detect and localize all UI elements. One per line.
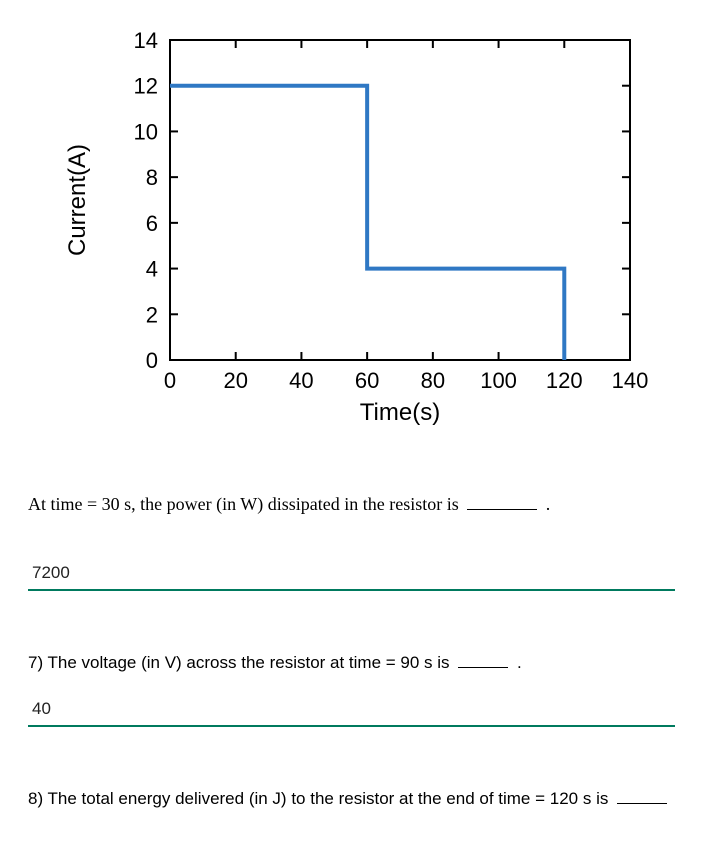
svg-text:Time(s): Time(s) [360, 399, 440, 426]
question-8-text: 8) The total energy delivered (in J) to … [28, 787, 675, 811]
question-7-text: 7) The voltage (in V) across the resisto… [28, 651, 675, 675]
svg-text:100: 100 [480, 368, 517, 393]
q8-text-pre: 8) The total energy delivered (in J) to … [28, 789, 613, 808]
question-7-block: 7) The voltage (in V) across the resisto… [0, 599, 703, 735]
q7-text-post: . [512, 653, 521, 672]
question-7-answer-input[interactable] [28, 693, 675, 727]
svg-text:12: 12 [134, 74, 158, 99]
svg-text:8: 8 [146, 165, 158, 190]
q7-text-pre: 7) The voltage (in V) across the resisto… [28, 653, 454, 672]
svg-text:14: 14 [134, 28, 158, 53]
question-8-block: 8) The total energy delivered (in J) to … [0, 735, 703, 811]
q6-text-pre: At time = 30 s, the power (in W) dissipa… [28, 494, 463, 514]
blank-line [467, 492, 537, 510]
q6-text-post: . [541, 494, 550, 514]
svg-text:140: 140 [612, 368, 649, 393]
chart-container: 0 20 40 60 80 100 120 140 0 2 4 6 8 10 12 14 Time(s) Curr… [0, 0, 703, 450]
svg-text:Current(A): Current(A) [64, 144, 91, 256]
svg-text:60: 60 [355, 368, 379, 393]
question-6-block: At time = 30 s, the power (in W) dissipa… [0, 450, 703, 599]
question-6-answer-input[interactable] [28, 557, 675, 591]
svg-text:120: 120 [546, 368, 583, 393]
svg-text:10: 10 [134, 119, 158, 144]
svg-text:4: 4 [146, 257, 158, 282]
svg-text:20: 20 [223, 368, 247, 393]
current-vs-time-chart: 0 20 40 60 80 100 120 140 0 2 4 6 8 10 12 14 Time(s) Curr… [30, 20, 650, 440]
blank-line [458, 651, 508, 668]
svg-text:80: 80 [421, 368, 445, 393]
svg-text:0: 0 [146, 348, 158, 373]
svg-text:40: 40 [289, 368, 313, 393]
question-6-text: At time = 30 s, the power (in W) dissipa… [28, 492, 675, 517]
blank-line [617, 787, 667, 804]
svg-text:2: 2 [146, 302, 158, 327]
svg-text:0: 0 [164, 368, 176, 393]
svg-text:6: 6 [146, 211, 158, 236]
